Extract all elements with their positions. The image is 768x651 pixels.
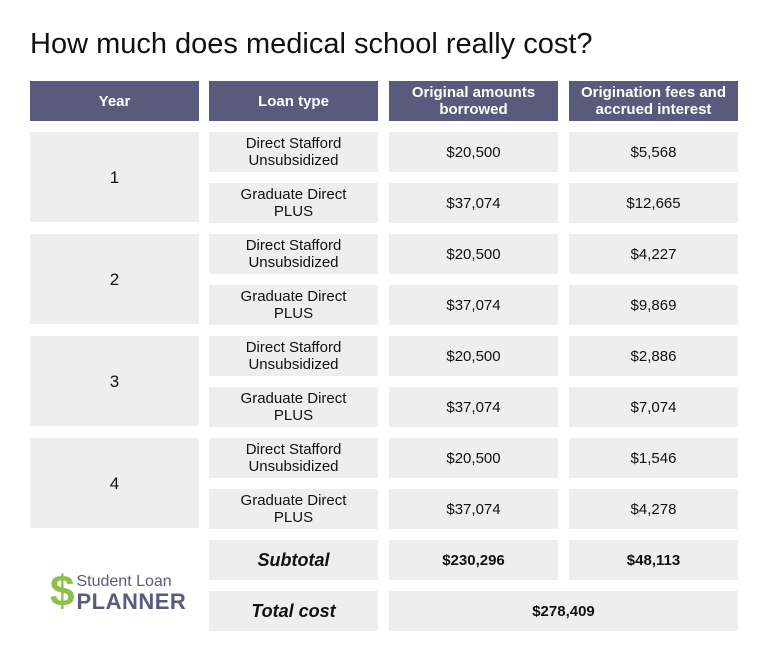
header-year: Year (30, 81, 199, 121)
loan-type-cell: Graduate Direct PLUS (209, 489, 378, 529)
loan-type-cell: Direct Stafford Unsubsidized (209, 234, 378, 274)
loan-type-cell: Graduate Direct PLUS (209, 183, 378, 223)
fees-cell: $1,546 (569, 438, 738, 478)
fees-cell: $4,227 (569, 234, 738, 274)
dollar-icon: $ (50, 567, 75, 616)
subtotal-borrowed: $230,296 (389, 540, 558, 580)
fees-cell: $4,278 (569, 489, 738, 529)
loan-type-cell: Direct Stafford Unsubsidized (209, 438, 378, 478)
fees-cell: $5,568 (569, 132, 738, 172)
page-title: How much does medical school really cost… (30, 28, 593, 60)
loan-type-cell: Direct Stafford Unsubsidized (209, 132, 378, 172)
year-cell: 4 (30, 438, 199, 528)
fees-cell: $7,074 (569, 387, 738, 427)
loan-type-cell: Direct Stafford Unsubsidized (209, 336, 378, 376)
subtotal-label: Subtotal (209, 540, 378, 580)
total-label: Total cost (209, 591, 378, 631)
student-loan-planner-logo: $ Student Loan PLANNER (50, 570, 186, 614)
borrowed-cell: $20,500 (389, 132, 558, 172)
loan-type-cell: Graduate Direct PLUS (209, 387, 378, 427)
total-value: $278,409 (389, 591, 738, 631)
borrowed-cell: $20,500 (389, 438, 558, 478)
year-cell: 2 (30, 234, 199, 324)
logo-line1: Student Loan (76, 573, 172, 590)
logo-line2: PLANNER (76, 589, 187, 614)
loan-type-cell: Graduate Direct PLUS (209, 285, 378, 325)
fees-cell: $12,665 (569, 183, 738, 223)
year-cell: 3 (30, 336, 199, 426)
subtotal-fees: $48,113 (569, 540, 738, 580)
borrowed-cell: $20,500 (389, 336, 558, 376)
borrowed-cell: $37,074 (389, 387, 558, 427)
borrowed-cell: $37,074 (389, 285, 558, 325)
borrowed-cell: $37,074 (389, 183, 558, 223)
borrowed-cell: $20,500 (389, 234, 558, 274)
year-cell: 1 (30, 132, 199, 222)
header-fees: Origination fees and accrued interest (569, 81, 738, 121)
header-borrowed: Original amounts borrowed (389, 81, 558, 121)
fees-cell: $9,869 (569, 285, 738, 325)
fees-cell: $2,886 (569, 336, 738, 376)
borrowed-cell: $37,074 (389, 489, 558, 529)
header-loan-type: Loan type (209, 81, 378, 121)
